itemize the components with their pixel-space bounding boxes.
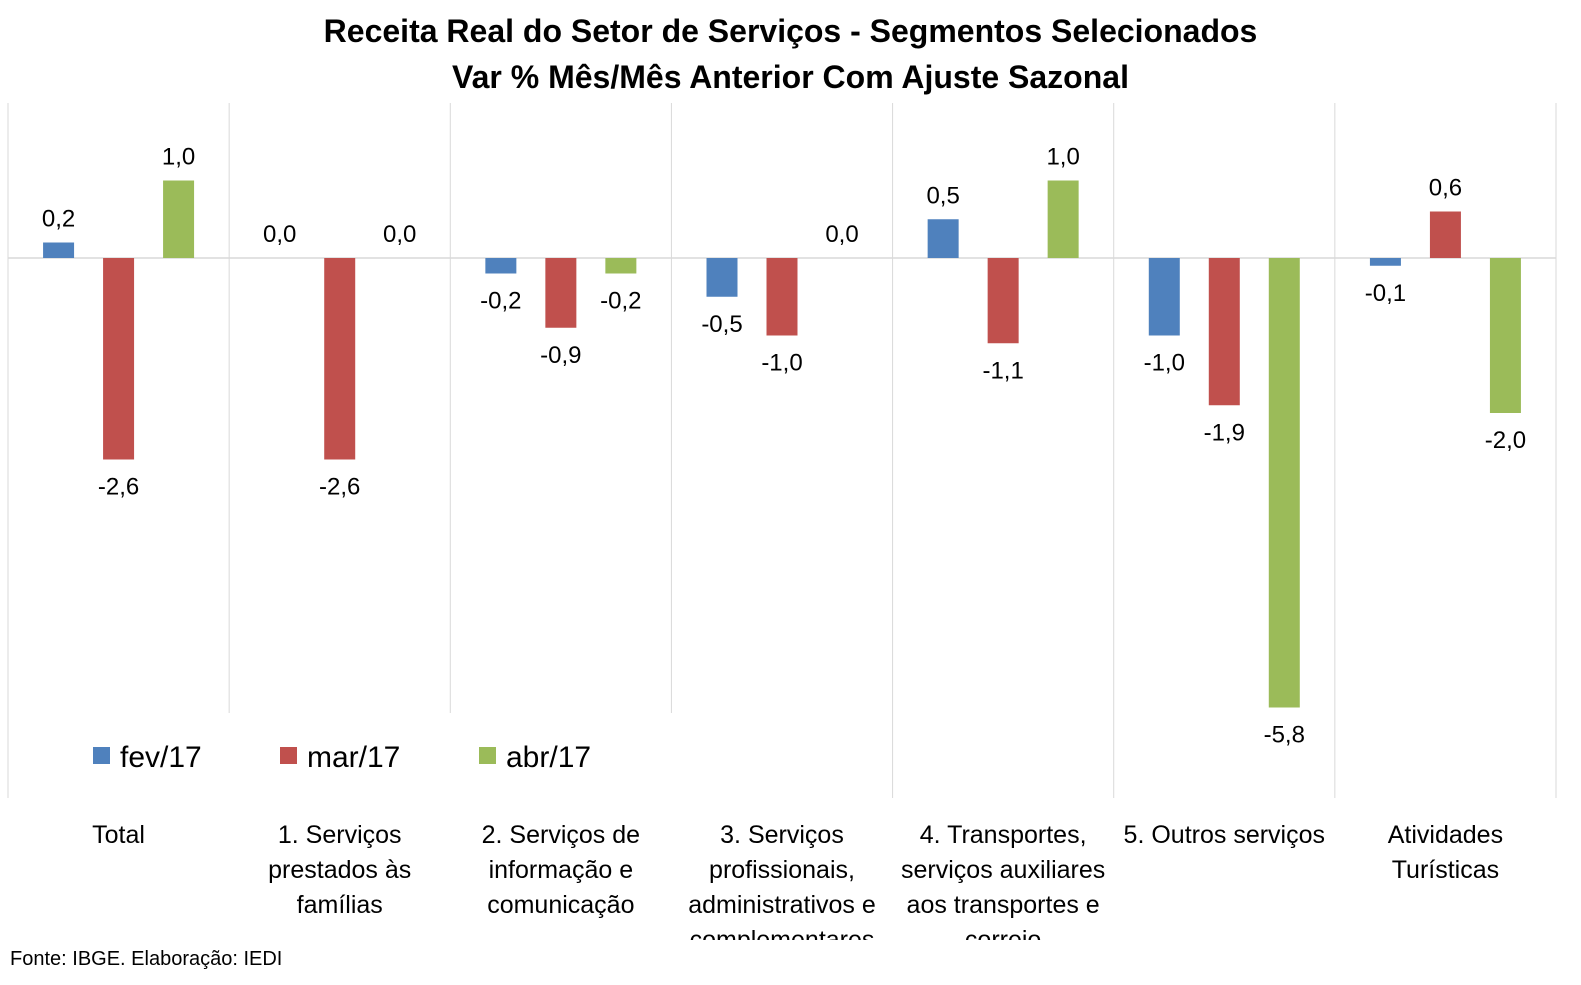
bar-fev-17 <box>485 258 517 274</box>
legend-label: mar/17 <box>307 741 400 774</box>
bar-fev-17 <box>927 219 959 258</box>
data-label: -1,0 <box>1144 350 1185 377</box>
data-label: -1,1 <box>982 357 1023 384</box>
bar-mar-17 <box>766 258 798 336</box>
data-label: 1,0 <box>162 144 195 171</box>
chart-title: Receita Real do Setor de Serviços - Segm… <box>0 8 1581 100</box>
category-label: aos transportes e <box>907 891 1100 919</box>
bar-mar-17 <box>987 258 1019 344</box>
chart-title-line-2: Var % Mês/Mês Anterior Com Ajuste Sazona… <box>452 59 1129 95</box>
category-label: 2. Serviços de <box>482 821 640 849</box>
bar-fev-17 <box>706 258 738 297</box>
category-label: complementares <box>690 926 875 940</box>
legend-swatch <box>93 747 110 764</box>
data-label: 0,0 <box>825 221 858 248</box>
bar-abr-17 <box>163 180 195 258</box>
category-label: Atividades <box>1388 821 1503 849</box>
source-note: Fonte: IBGE. Elaboração: IEDI <box>10 948 283 970</box>
category-label: serviços auxiliares <box>901 856 1105 884</box>
category-label: prestados às <box>268 856 411 884</box>
data-label: 1,0 <box>1046 144 1079 171</box>
bar-mar-17 <box>103 258 135 460</box>
data-label: 0,5 <box>926 182 959 209</box>
legend-swatch <box>479 747 496 764</box>
bar-abr-17 <box>1047 180 1079 258</box>
bar-fev-17 <box>43 242 75 258</box>
data-label: -2,6 <box>319 474 360 501</box>
legend-label: fev/17 <box>120 741 202 774</box>
category-label: famílias <box>297 891 383 919</box>
bar-abr-17 <box>605 258 637 274</box>
data-label: -1,9 <box>1204 419 1245 446</box>
data-label: -0,5 <box>701 311 742 338</box>
bar-fev-17 <box>1148 258 1180 336</box>
data-label: -0,9 <box>540 342 581 369</box>
chart-title-line-1: Receita Real do Setor de Serviços - Segm… <box>323 13 1258 49</box>
bar-abr-17 <box>1489 258 1521 413</box>
data-label: -1,0 <box>761 350 802 377</box>
data-label: -0,2 <box>480 288 521 315</box>
legend-label: abr/17 <box>506 741 591 774</box>
legend-swatch <box>280 747 297 764</box>
data-label: 0,0 <box>383 221 416 248</box>
bar-mar-17 <box>1208 258 1240 406</box>
category-label: 5. Outros serviços <box>1124 821 1325 849</box>
category-label: Turísticas <box>1392 856 1499 884</box>
data-label: -2,6 <box>98 474 139 501</box>
data-label: -0,2 <box>600 288 641 315</box>
data-label: -0,1 <box>1365 280 1406 307</box>
category-label: 4. Transportes, <box>920 821 1087 849</box>
data-label: 0,6 <box>1429 175 1462 202</box>
category-label: profissionais, <box>709 856 855 884</box>
category-label: Total <box>92 821 145 849</box>
bar-abr-17 <box>1268 258 1300 708</box>
bar-fev-17 <box>1369 258 1401 266</box>
category-label: 3. Serviços <box>720 821 844 849</box>
bar-mar-17 <box>1429 211 1461 258</box>
data-label: -5,8 <box>1264 722 1305 749</box>
category-label: administrativos e <box>688 891 876 919</box>
category-label: informação e <box>489 856 634 884</box>
bar-mar-17 <box>545 258 577 328</box>
category-label: 1. Serviços <box>278 821 402 849</box>
data-label: 0,0 <box>263 221 296 248</box>
data-label: -2,0 <box>1485 427 1526 454</box>
category-label: correio <box>965 926 1041 940</box>
category-label: comunicação <box>487 891 634 919</box>
data-label: 0,2 <box>42 206 75 233</box>
bar-mar-17 <box>324 258 356 460</box>
bar-chart: 0,2 0,0 -0,2 -0,5 0,5 -1,0 -0,1 -2,6 -2,6 -0,9 -1,… <box>7 103 1557 940</box>
